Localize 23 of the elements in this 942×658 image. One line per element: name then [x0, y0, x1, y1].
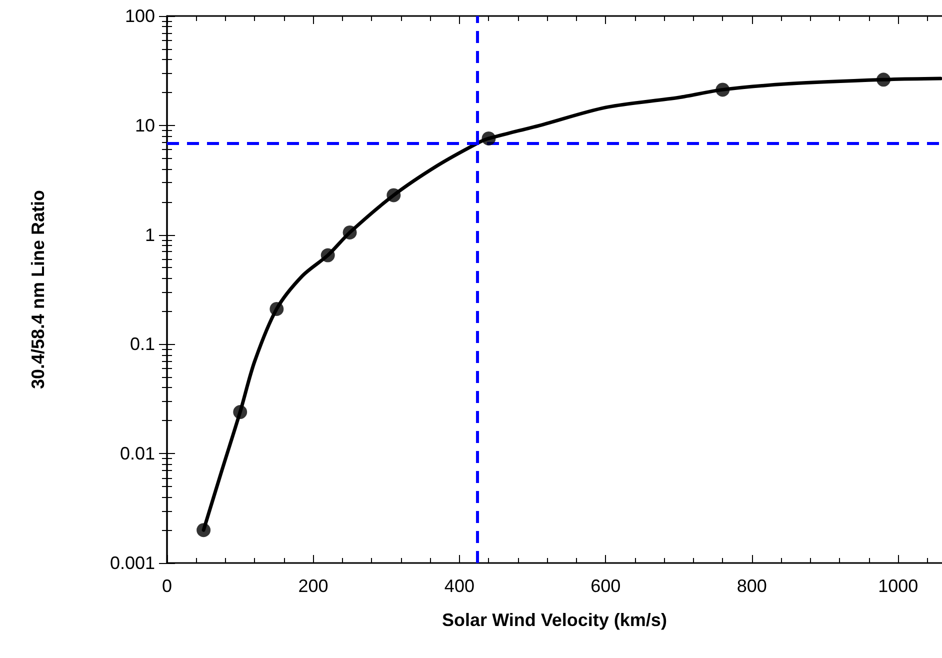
x-tick-label: 1000 [878, 576, 918, 596]
point [196, 523, 211, 538]
point [270, 302, 284, 316]
y-tick-label: 1 [144, 224, 155, 245]
point [716, 82, 730, 97]
x-axis-title: Solar Wind Velocity (km/s) [442, 610, 667, 630]
point [386, 188, 401, 202]
x-tick-label: 800 [736, 576, 767, 596]
x-tick-label: 0 [162, 576, 172, 596]
x-tick-label: 600 [590, 576, 621, 596]
point [342, 225, 357, 240]
point [320, 248, 335, 262]
y-tick-label: 0.001 [110, 553, 155, 573]
y-tick-label: 100 [124, 6, 155, 26]
x-tick-label: 200 [298, 576, 328, 596]
point [233, 405, 248, 419]
y-tick-label: 0.01 [120, 444, 155, 464]
y-axis-title: 30.4/58.4 nm Line Ratio [28, 190, 48, 390]
x-tick-label: 400 [444, 576, 474, 596]
point [876, 72, 891, 87]
point [482, 131, 496, 146]
y-tick-label: 0.1 [130, 334, 155, 354]
y-tick-label: 10 [134, 115, 155, 136]
